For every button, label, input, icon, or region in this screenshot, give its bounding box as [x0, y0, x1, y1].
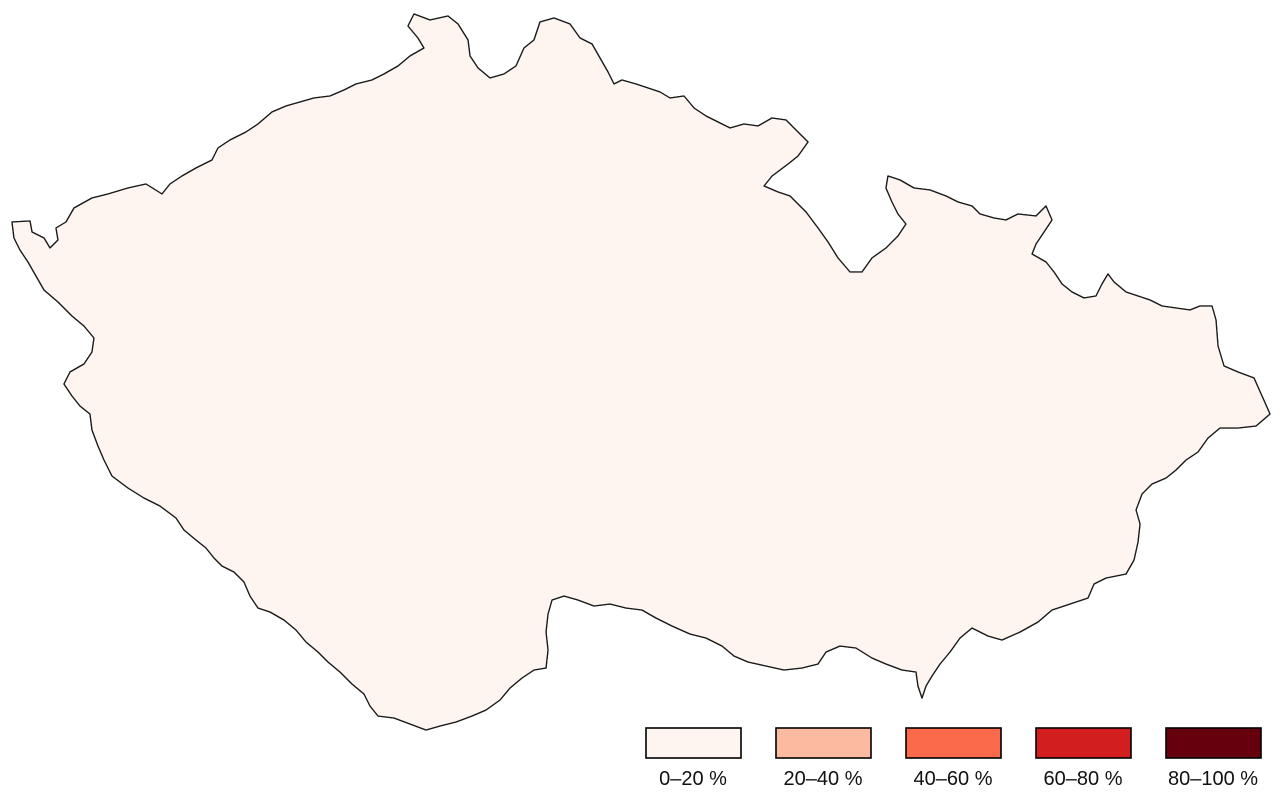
legend-label-0-20: 0–20 % [659, 768, 727, 790]
legend-label-80-100: 80–100 % [1168, 768, 1258, 790]
legend-swatch-80-100 [1165, 727, 1262, 759]
legend-swatch-60-80 [1035, 727, 1132, 759]
legend-label-60-80: 60–80 % [1044, 768, 1123, 790]
legend-swatch-0-20 [645, 727, 742, 759]
legend-swatch-20-40 [775, 727, 872, 759]
legend-label-40-60: 40–60 % [914, 768, 993, 790]
legend: 0–20 % 20–40 % 40–60 % 60–80 % 80–100 % [645, 727, 1262, 790]
legend-label-20-40: 20–40 % [784, 768, 863, 790]
legend-swatch-40-60 [905, 727, 1002, 759]
